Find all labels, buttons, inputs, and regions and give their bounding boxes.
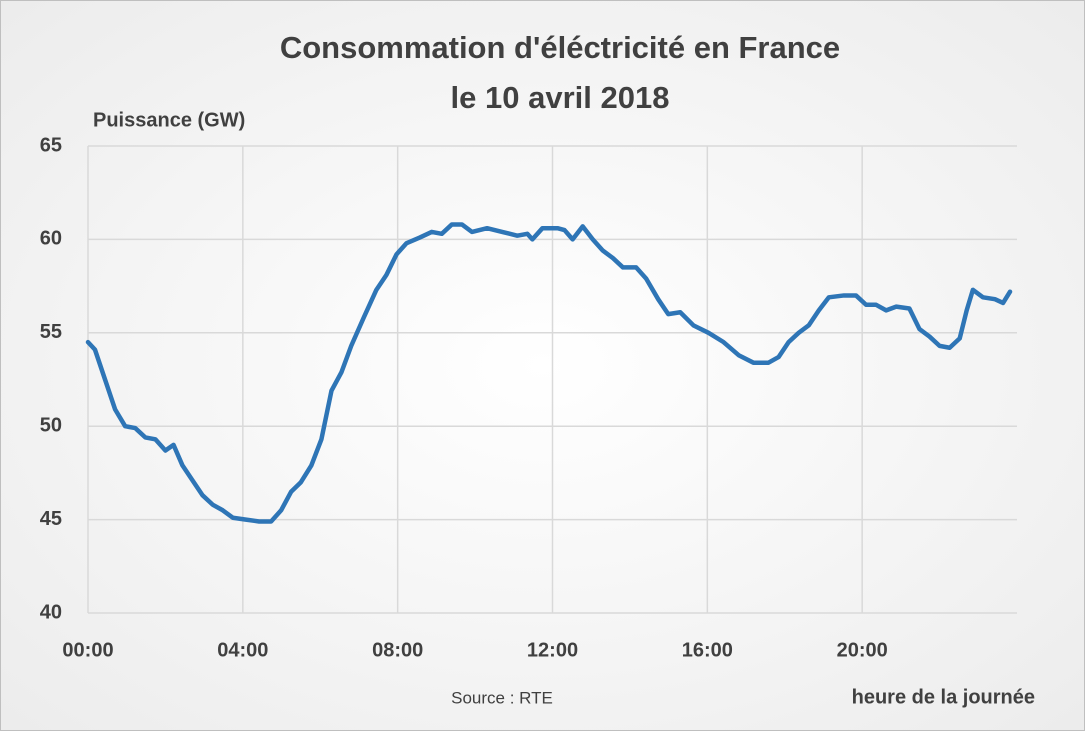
source: Source : RTE [451, 688, 553, 707]
y-tick-label: 45 [40, 508, 62, 530]
y-tick-label: 40 [40, 601, 62, 623]
x-tick-label: 16:00 [682, 639, 733, 661]
y-tick-label: 60 [40, 228, 62, 250]
x-axis-label: heure de la journée [852, 686, 1035, 708]
grid: 40 45 50 55 60 65 00:00 04:00 08:00 12:00 16:00 20:… [40, 134, 1017, 661]
y-tick-label: 55 [40, 321, 62, 343]
x-tick-label: 12:00 [527, 639, 578, 661]
x-tick-label: 20:00 [837, 639, 888, 661]
y-axis-label: Puissance (GW) [93, 109, 245, 131]
x-tick-label: 00:00 [62, 639, 113, 661]
x-tick-label: 08:00 [372, 639, 423, 661]
y-tick-label: 65 [40, 134, 62, 156]
data-line [85, 222, 1013, 524]
chart-title: Consommation d'éléctricité en France [280, 30, 840, 65]
x-tick-label: 04:00 [217, 639, 268, 661]
y-tick-label: 50 [40, 414, 62, 436]
chart-title: le 10 avril 2018 [451, 80, 670, 115]
plot [85, 222, 1013, 524]
